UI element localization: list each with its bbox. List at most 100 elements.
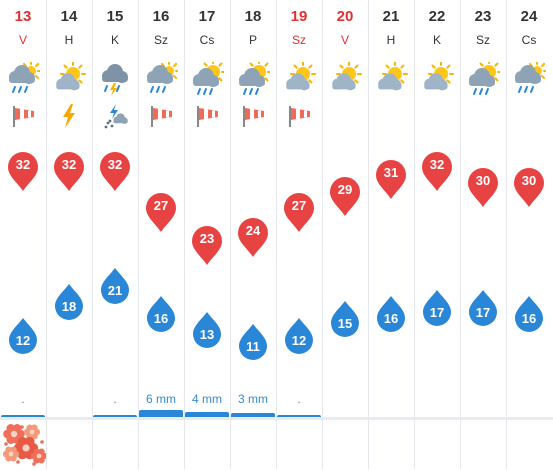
max-temp-value: 32 [429, 157, 445, 172]
sun-cloud-icon [56, 62, 86, 91]
wind-sock-icon [197, 106, 218, 127]
min-temp-value: 16 [153, 310, 169, 326]
min-temp-value: 12 [291, 333, 307, 348]
day-column[interactable]: 20 V 29 15 [322, 0, 369, 469]
day-column[interactable]: 24 Cs 30 16 [506, 0, 552, 469]
max-temp-value: 29 [337, 181, 353, 197]
day-number: 18 [244, 8, 262, 25]
max-temp-value: 31 [383, 165, 399, 181]
hail-icon [104, 104, 128, 129]
sun-cloud-rain-icon [469, 62, 500, 95]
max-temp-value: 30 [521, 173, 537, 189]
precipitation-bar [277, 415, 321, 417]
wind-sock-icon [13, 106, 34, 127]
max-temp-value: 27 [291, 198, 307, 213]
precipitation-bar [231, 413, 275, 417]
sun-cloud-icon [286, 62, 316, 91]
max-temp-marker: 32 [421, 152, 453, 192]
day-of-week: V [340, 33, 349, 47]
min-temp-marker: 12 [284, 317, 314, 355]
min-temp-value: 16 [521, 310, 537, 326]
day-of-week: H [386, 33, 396, 47]
sun-cloud-rain-icon [239, 62, 270, 95]
day-column[interactable]: 15 K 32 21. [92, 0, 139, 469]
lightning-icon [63, 104, 75, 128]
day-number: 21 [382, 8, 400, 25]
max-temp-marker: 32 [53, 152, 85, 192]
wind-sock-icon [243, 106, 264, 127]
cloud-sun-rain-icon [147, 62, 178, 93]
min-temp-marker: 18 [54, 283, 84, 321]
day-number: 23 [474, 8, 492, 25]
precipitation-amount: 3 mm [238, 392, 268, 406]
day-column[interactable]: 19 Sz 27 12. [276, 0, 323, 469]
min-temp-marker: 16 [376, 295, 406, 333]
day-of-week: K [110, 33, 119, 47]
min-temp-value: 17 [475, 305, 491, 320]
day-column[interactable]: 21 H 31 16 [368, 0, 415, 469]
max-temp-value: 23 [199, 230, 215, 246]
day-of-week: Cs [521, 33, 537, 47]
day-number: 19 [290, 8, 308, 25]
max-temp-marker: 27 [145, 193, 177, 233]
min-temp-marker: 12 [8, 317, 38, 355]
day-column[interactable]: 16 Sz 27 16 6 mm [138, 0, 185, 469]
min-temp-value: 16 [383, 310, 399, 326]
divider [0, 417, 553, 420]
max-temp-marker: 30 [513, 168, 545, 208]
precipitation-amount: . [21, 392, 25, 406]
min-temp-marker: 16 [146, 295, 176, 333]
day-number: 20 [336, 8, 354, 25]
cloud-storm-rain-icon [102, 64, 128, 96]
precipitation-amount: 6 mm [146, 392, 176, 406]
day-of-week: Cs [199, 33, 215, 47]
min-temp-value: 11 [246, 338, 260, 354]
cloud-sun-rain-icon [9, 62, 40, 93]
day-column[interactable]: 23 Sz 30 17 [460, 0, 507, 469]
sun-cloud-icon [332, 62, 362, 91]
day-of-week: H [64, 33, 74, 47]
day-number: 14 [60, 8, 78, 25]
day-column[interactable]: 14 H 32 18 [46, 0, 93, 469]
day-of-week: K [432, 33, 441, 47]
day-of-week: P [248, 33, 257, 47]
day-column[interactable]: 22 K 32 17 [414, 0, 461, 469]
max-temp-marker: 24 [237, 217, 269, 258]
max-temp-value: 32 [107, 157, 123, 172]
day-number: 15 [106, 8, 124, 25]
min-temp-marker: 11 [238, 323, 268, 361]
max-temp-marker: 31 [375, 160, 407, 200]
day-number: 22 [428, 8, 446, 25]
max-temp-value: 27 [153, 198, 169, 213]
min-temp-value: 15 [337, 316, 353, 332]
precipitation-bar [93, 415, 137, 417]
day-column[interactable]: 13 V 32 12. [0, 0, 48, 469]
max-temp-marker: 32 [7, 152, 39, 192]
day-of-week: Sz [291, 33, 306, 47]
min-temp-marker: 21 [100, 267, 130, 305]
wind-sock-icon [289, 106, 310, 127]
wind-sock-icon [151, 106, 172, 127]
max-temp-value: 24 [245, 222, 261, 238]
day-of-week: Sz [153, 33, 168, 47]
min-temp-value: 18 [61, 299, 77, 315]
sun-cloud-icon [424, 62, 454, 91]
min-temp-marker: 15 [330, 300, 360, 338]
min-temp-value: 13 [199, 327, 215, 343]
max-temp-marker: 29 [329, 176, 361, 217]
precipitation-bar [139, 410, 183, 417]
day-number: 24 [520, 8, 538, 25]
day-column[interactable]: 17 Cs 23 13 4 mm [184, 0, 231, 469]
precipitation-amount: . [113, 392, 117, 406]
min-temp-marker: 17 [422, 289, 452, 327]
precipitation-bar [1, 415, 45, 417]
day-column[interactable]: 18 P 24 11 3 mm [230, 0, 277, 469]
precipitation-amount: . [297, 392, 301, 406]
sun-cloud-icon [378, 62, 408, 91]
precipitation-bar [185, 412, 229, 417]
max-temp-marker: 27 [283, 193, 315, 233]
pollen-flower-icon[interactable] [2, 422, 48, 466]
day-of-week: V [18, 33, 27, 47]
cloud-sun-rain-icon [515, 62, 546, 93]
